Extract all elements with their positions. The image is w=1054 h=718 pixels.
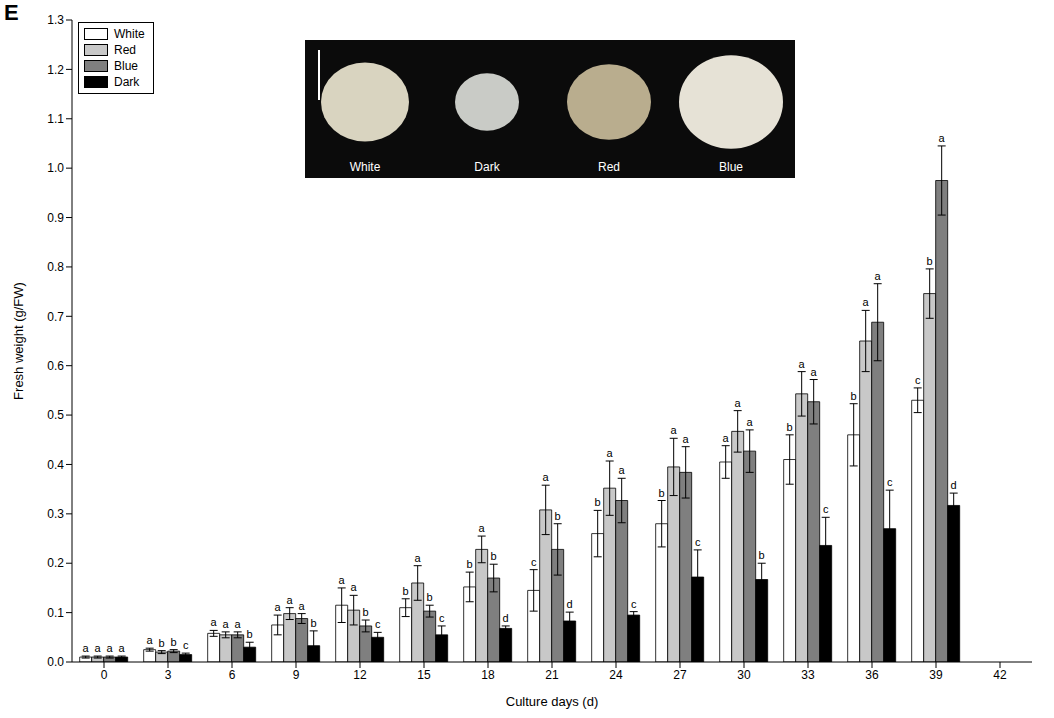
svg-text:6: 6 <box>229 668 236 682</box>
svg-text:a: a <box>607 447 614 459</box>
svg-text:b: b <box>247 628 253 640</box>
svg-text:d: d <box>951 479 957 491</box>
svg-text:a: a <box>683 433 690 445</box>
svg-text:0.9: 0.9 <box>47 211 64 225</box>
svg-text:d: d <box>503 612 509 624</box>
svg-text:a: a <box>211 616 218 628</box>
svg-text:a: a <box>147 634 154 646</box>
svg-text:a: a <box>875 270 882 282</box>
svg-text:a: a <box>939 132 946 144</box>
html-text:Dark: Dark <box>114 75 140 89</box>
svg-text:0.6: 0.6 <box>47 359 64 373</box>
svg-text:1.2: 1.2 <box>47 63 64 77</box>
svg-text:a: a <box>479 522 486 534</box>
svg-text:White: White <box>350 160 381 174</box>
svg-text:b: b <box>555 510 561 522</box>
svg-text:0.3: 0.3 <box>47 507 64 521</box>
svg-text:Red: Red <box>598 160 620 174</box>
svg-text:a: a <box>799 358 806 370</box>
svg-text:39: 39 <box>929 668 943 682</box>
html-text:Blue: Blue <box>114 59 138 73</box>
svg-text:0.4: 0.4 <box>47 458 64 472</box>
svg-text:15: 15 <box>417 668 431 682</box>
svg-text:30: 30 <box>737 668 751 682</box>
svg-text:Culture days (d): Culture days (d) <box>506 694 598 709</box>
svg-text:b: b <box>363 606 369 618</box>
svg-text:Dark: Dark <box>474 160 500 174</box>
svg-text:b: b <box>403 585 409 597</box>
svg-text:1.1: 1.1 <box>47 112 64 126</box>
svg-text:0.7: 0.7 <box>47 310 64 324</box>
svg-text:9: 9 <box>293 668 300 682</box>
svg-text:a: a <box>235 618 242 630</box>
svg-text:b: b <box>311 617 317 629</box>
svg-text:c: c <box>915 374 921 386</box>
svg-text:c: c <box>631 598 637 610</box>
svg-text:c: c <box>375 618 381 630</box>
svg-text:c: c <box>887 476 893 488</box>
svg-text:1.3: 1.3 <box>47 13 64 27</box>
html-text:Red: Red <box>114 43 136 57</box>
svg-text:21: 21 <box>545 668 559 682</box>
svg-text:a: a <box>299 600 306 612</box>
svg-text:a: a <box>747 416 754 428</box>
svg-text:a: a <box>415 552 422 564</box>
svg-text:b: b <box>659 487 665 499</box>
svg-text:b: b <box>467 558 473 570</box>
svg-text:b: b <box>927 255 933 267</box>
svg-text:0.5: 0.5 <box>47 408 64 422</box>
svg-text:a: a <box>811 366 818 378</box>
svg-text:0.0: 0.0 <box>47 655 64 669</box>
svg-text:a: a <box>863 296 870 308</box>
html-text:White: White <box>114 27 145 41</box>
svg-text:33: 33 <box>801 668 815 682</box>
svg-text:d: d <box>567 598 573 610</box>
svg-text:a: a <box>543 471 550 483</box>
svg-text:c: c <box>695 536 701 548</box>
svg-text:a: a <box>83 642 90 654</box>
svg-text:a: a <box>95 642 102 654</box>
svg-text:a: a <box>287 594 294 606</box>
svg-text:3: 3 <box>165 668 172 682</box>
svg-text:b: b <box>759 549 765 561</box>
svg-text:b: b <box>491 550 497 562</box>
svg-text:c: c <box>531 556 537 568</box>
svg-text:a: a <box>735 397 742 409</box>
svg-text:a: a <box>671 424 678 436</box>
svg-text:a: a <box>275 601 282 613</box>
svg-text:b: b <box>851 390 857 402</box>
svg-text:b: b <box>171 636 177 648</box>
svg-text:b: b <box>595 496 601 508</box>
svg-text:Blue: Blue <box>719 160 743 174</box>
svg-text:0.2: 0.2 <box>47 556 64 570</box>
svg-text:a: a <box>223 618 230 630</box>
svg-text:18: 18 <box>481 668 495 682</box>
svg-text:0: 0 <box>101 668 108 682</box>
svg-text:c: c <box>439 612 445 624</box>
svg-text:42: 42 <box>993 668 1007 682</box>
svg-text:c: c <box>823 503 829 515</box>
svg-text:b: b <box>159 637 165 649</box>
svg-text:b: b <box>427 591 433 603</box>
svg-text:c: c <box>183 639 189 651</box>
svg-text:12: 12 <box>353 668 367 682</box>
svg-text:Fresh weight (g/FW): Fresh weight (g/FW) <box>11 282 26 400</box>
svg-text:a: a <box>619 464 626 476</box>
svg-text:a: a <box>107 642 114 654</box>
svg-text:1.0: 1.0 <box>47 161 64 175</box>
svg-text:a: a <box>339 574 346 586</box>
svg-text:a: a <box>351 581 358 593</box>
svg-text:a: a <box>723 432 730 444</box>
svg-text:0.8: 0.8 <box>47 260 64 274</box>
svg-text:24: 24 <box>609 668 623 682</box>
svg-text:b: b <box>787 421 793 433</box>
html-text:E: E <box>4 0 19 25</box>
svg-text:36: 36 <box>865 668 879 682</box>
svg-text:27: 27 <box>673 668 687 682</box>
svg-text:a: a <box>119 642 126 654</box>
svg-text:0.1: 0.1 <box>47 606 64 620</box>
